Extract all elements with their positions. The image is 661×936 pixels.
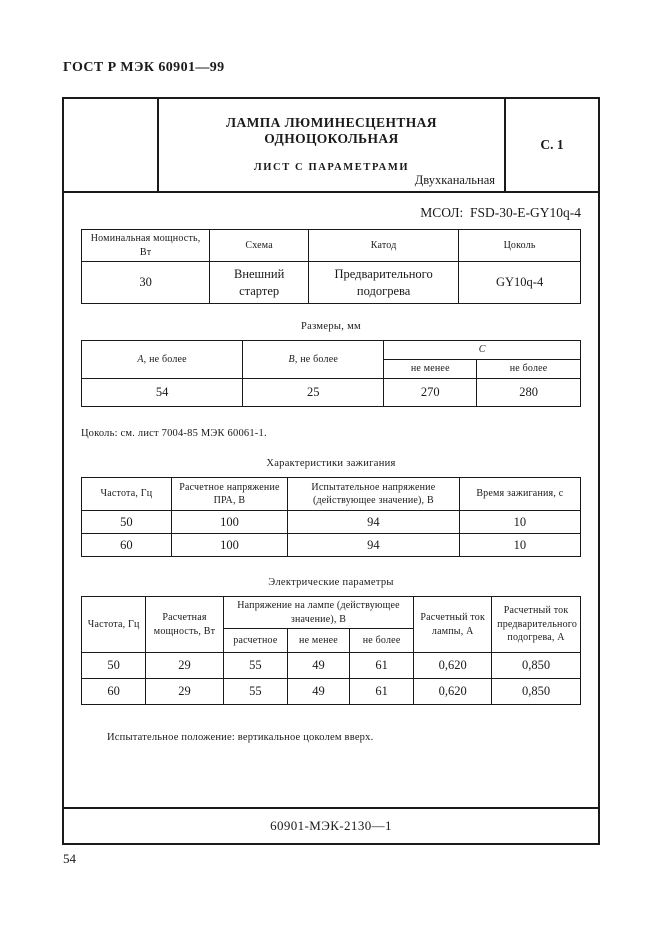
- dim-c-max-value: 280: [476, 378, 581, 407]
- page-title: ЛАМПА ЛЮМИНЕСЦЕНТНАЯ ОДНОЦОКОЛЬНАЯ: [226, 115, 437, 146]
- dim-a-letter: А: [137, 353, 144, 365]
- page-subtitle: ЛИСТ С ПАРАМЕТРАМИ: [253, 162, 410, 173]
- frequency-value: 50: [80, 652, 147, 679]
- frequency-value: 60: [80, 678, 147, 705]
- dim-b-condition: , не более: [294, 353, 338, 365]
- electrical-parameters-table: Частота, Гц Расчетная мощность, Вт Напря…: [80, 596, 581, 705]
- table-row: 60 100 94 10: [81, 533, 582, 557]
- voltage-calc-value: 55: [222, 678, 289, 705]
- test-voltage-value: 94: [287, 533, 460, 557]
- frequency-value: 50: [81, 510, 172, 534]
- electrical-section-title: Электрические параметры: [268, 577, 394, 588]
- header-cell-c-min: не менее: [383, 359, 478, 379]
- power-value: 30: [80, 261, 211, 304]
- table-row: А, не более В, не более С: [80, 340, 581, 379]
- dim-b-letter: В: [288, 353, 295, 365]
- sheet-number: С. 1: [504, 99, 598, 191]
- header-cell-voltage-max: не более: [348, 628, 415, 653]
- parameter-sheet-frame: ЛАМПА ЛЮМИНЕСЦЕНТНАЯ ОДНОЦОКОЛЬНАЯ ЛИСТ …: [62, 97, 600, 845]
- dim-b-value: 25: [242, 378, 385, 407]
- page-number: 54: [63, 851, 76, 866]
- dim-c-min-value: 270: [383, 378, 478, 407]
- cap-value: GY10q-4: [458, 261, 581, 304]
- header-cell-cathode: Катод: [308, 229, 460, 262]
- frequency-value: 60: [81, 533, 172, 557]
- table-row: 50 29 55 49 61 0,620 0,850: [80, 652, 581, 679]
- table-row: 30 Внешний стартер Предварительного подо…: [80, 261, 581, 304]
- title-block: ЛАМПА ЛЮМИНЕСЦЕНТНАЯ ОДНОЦОКОЛЬНАЯ ЛИСТ …: [64, 99, 598, 193]
- preheat-current-value: 0,850: [491, 678, 581, 705]
- ignition-section-title: Характеристики зажигания: [266, 458, 396, 469]
- title-block-main-cell: ЛАМПА ЛЮМИНЕСЦЕНТНАЯ ОДНОЦОКОЛЬНАЯ ЛИСТ …: [159, 99, 504, 191]
- ignition-table: Частота, Гц Расчетное напряжение ПРА, В …: [81, 477, 582, 557]
- rated-power-value: 29: [145, 652, 224, 679]
- header-cell-rated-power: Расчетная мощность, Вт: [145, 596, 224, 653]
- test-position-note: Испытательное положение: вертикальное цо…: [107, 732, 374, 743]
- header-cell-preheat-current: Расчетный ток предварительного подогрева…: [491, 596, 581, 653]
- table-row: 54 25 270 280: [80, 378, 581, 407]
- electrical-table-body: 50 29 55 49 61 0,620 0,850 60 29 55 49 6…: [80, 652, 581, 705]
- ignition-time-value: 10: [458, 510, 582, 534]
- cathode-value: Предварительного подогрева: [308, 261, 460, 304]
- voltage-max-value: 61: [348, 652, 415, 679]
- dimensions-table-body: 54 25 270 280: [80, 378, 581, 407]
- lamp-type-note: Двухканальная: [414, 173, 495, 187]
- header-cell-dim-c: С: [383, 340, 581, 360]
- title-block-empty-cell: [64, 99, 159, 191]
- header-cell-ballast-voltage: Расчетное напряжение ПРА, В: [170, 477, 289, 511]
- ballast-voltage-value: 100: [170, 533, 289, 557]
- header-cell-voltage-calc: расчетное: [222, 628, 289, 653]
- dim-a-condition: , не более: [143, 353, 187, 365]
- preheat-current-value: 0,850: [491, 652, 581, 679]
- rated-power-value: 29: [145, 678, 224, 705]
- cap-reference-note: Цоколь: см. лист 7004-85 МЭК 60061-1.: [81, 428, 267, 439]
- ballast-voltage-value: 100: [170, 510, 289, 534]
- lamp-current-value: 0,620: [413, 678, 493, 705]
- dimensions-table: А, не более В, не более С не менее не бо…: [80, 340, 581, 407]
- lamp-designation: МСОЛ: FSD-30-E-GY10q-4: [420, 205, 581, 220]
- header-cell-power: Номинальная мощность, Вт: [80, 229, 211, 262]
- circuit-value: Внешний стартер: [209, 261, 310, 304]
- ignition-time-value: 10: [458, 533, 582, 557]
- dimensions-table-header: А, не более В, не более С не менее не бо…: [80, 340, 581, 379]
- lamp-parameters-table: Номинальная мощность, Вт Схема Катод Цок…: [80, 229, 581, 304]
- voltage-min-value: 49: [287, 678, 350, 705]
- table-row: Номинальная мощность, Вт Схема Катод Цок…: [80, 229, 581, 262]
- table-row: Частота, Гц Расчетное напряжение ПРА, В …: [81, 477, 582, 511]
- header-cell-voltage-min: не менее: [287, 628, 350, 653]
- lamp-table-body: 30 Внешний стартер Предварительного подо…: [80, 261, 581, 304]
- header-cell-lamp-current: Расчетный ток лампы, А: [413, 596, 493, 653]
- test-voltage-value: 94: [287, 510, 460, 534]
- sheet-code: 60901-МЭК-2130—1: [270, 818, 392, 833]
- header-cell-circuit: Схема: [209, 229, 310, 262]
- voltage-calc-value: 55: [222, 652, 289, 679]
- header-cell-frequency: Частота, Гц: [80, 596, 147, 653]
- lamp-current-value: 0,620: [413, 652, 493, 679]
- header-cell-lamp-voltage-group: Напряжение на лампе (действующее значени…: [222, 596, 415, 629]
- standard-designation-header: ГОСТ Р МЭК 60901—99: [63, 60, 225, 75]
- table-row: Частота, Гц Расчетная мощность, Вт Напря…: [80, 596, 581, 653]
- dim-a-value: 54: [80, 378, 244, 407]
- dim-c-letter: С: [478, 344, 486, 356]
- header-cell-ignition-time: Время зажигания, с: [458, 477, 582, 511]
- header-cell-frequency: Частота, Гц: [81, 477, 172, 511]
- header-cell-c-max: не более: [476, 359, 581, 379]
- table-row: не менее не более: [82, 359, 581, 379]
- voltage-max-value: 61: [348, 678, 415, 705]
- electrical-table-header: Частота, Гц Расчетная мощность, Вт Напря…: [80, 596, 581, 653]
- table-row: 50 100 94 10: [81, 510, 582, 534]
- sheet-content: МСОЛ: FSD-30-E-GY10q-4 Номинальная мощно…: [64, 205, 598, 743]
- ignition-table-header: Частота, Гц Расчетное напряжение ПРА, В …: [81, 477, 582, 511]
- header-cell-dim-b: В, не более: [242, 340, 385, 379]
- ignition-table-body: 50 100 94 10 60 100 94 10: [81, 510, 582, 557]
- dimensions-section-title: Размеры, мм: [301, 321, 361, 332]
- header-cell-cap: Цоколь: [458, 229, 581, 262]
- sheet-footer: 60901-МЭК-2130—1: [64, 807, 598, 843]
- table-row: 60 29 55 49 61 0,620 0,850: [80, 678, 581, 705]
- header-cell-test-voltage: Испытательное напряжение (действующее зн…: [287, 477, 460, 511]
- lamp-table-header: Номинальная мощность, Вт Схема Катод Цок…: [80, 229, 581, 262]
- voltage-min-value: 49: [287, 652, 350, 679]
- header-cell-dim-a: А, не более: [80, 340, 244, 379]
